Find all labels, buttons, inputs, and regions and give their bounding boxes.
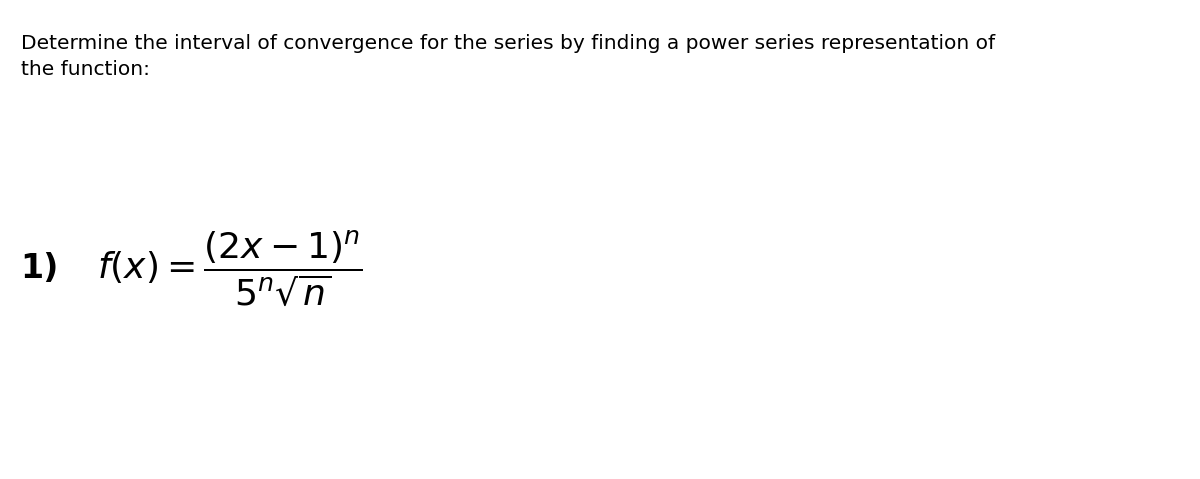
Text: 1): 1) [20,252,59,285]
Text: $f\left(x\right)=\dfrac{\left(2x-1\right)^{n}}{5^{n}\sqrt{n}}$: $f\left(x\right)=\dfrac{\left(2x-1\right… [97,228,362,308]
Text: Determine the interval of convergence for the series by finding a power series r: Determine the interval of convergence fo… [20,34,995,79]
